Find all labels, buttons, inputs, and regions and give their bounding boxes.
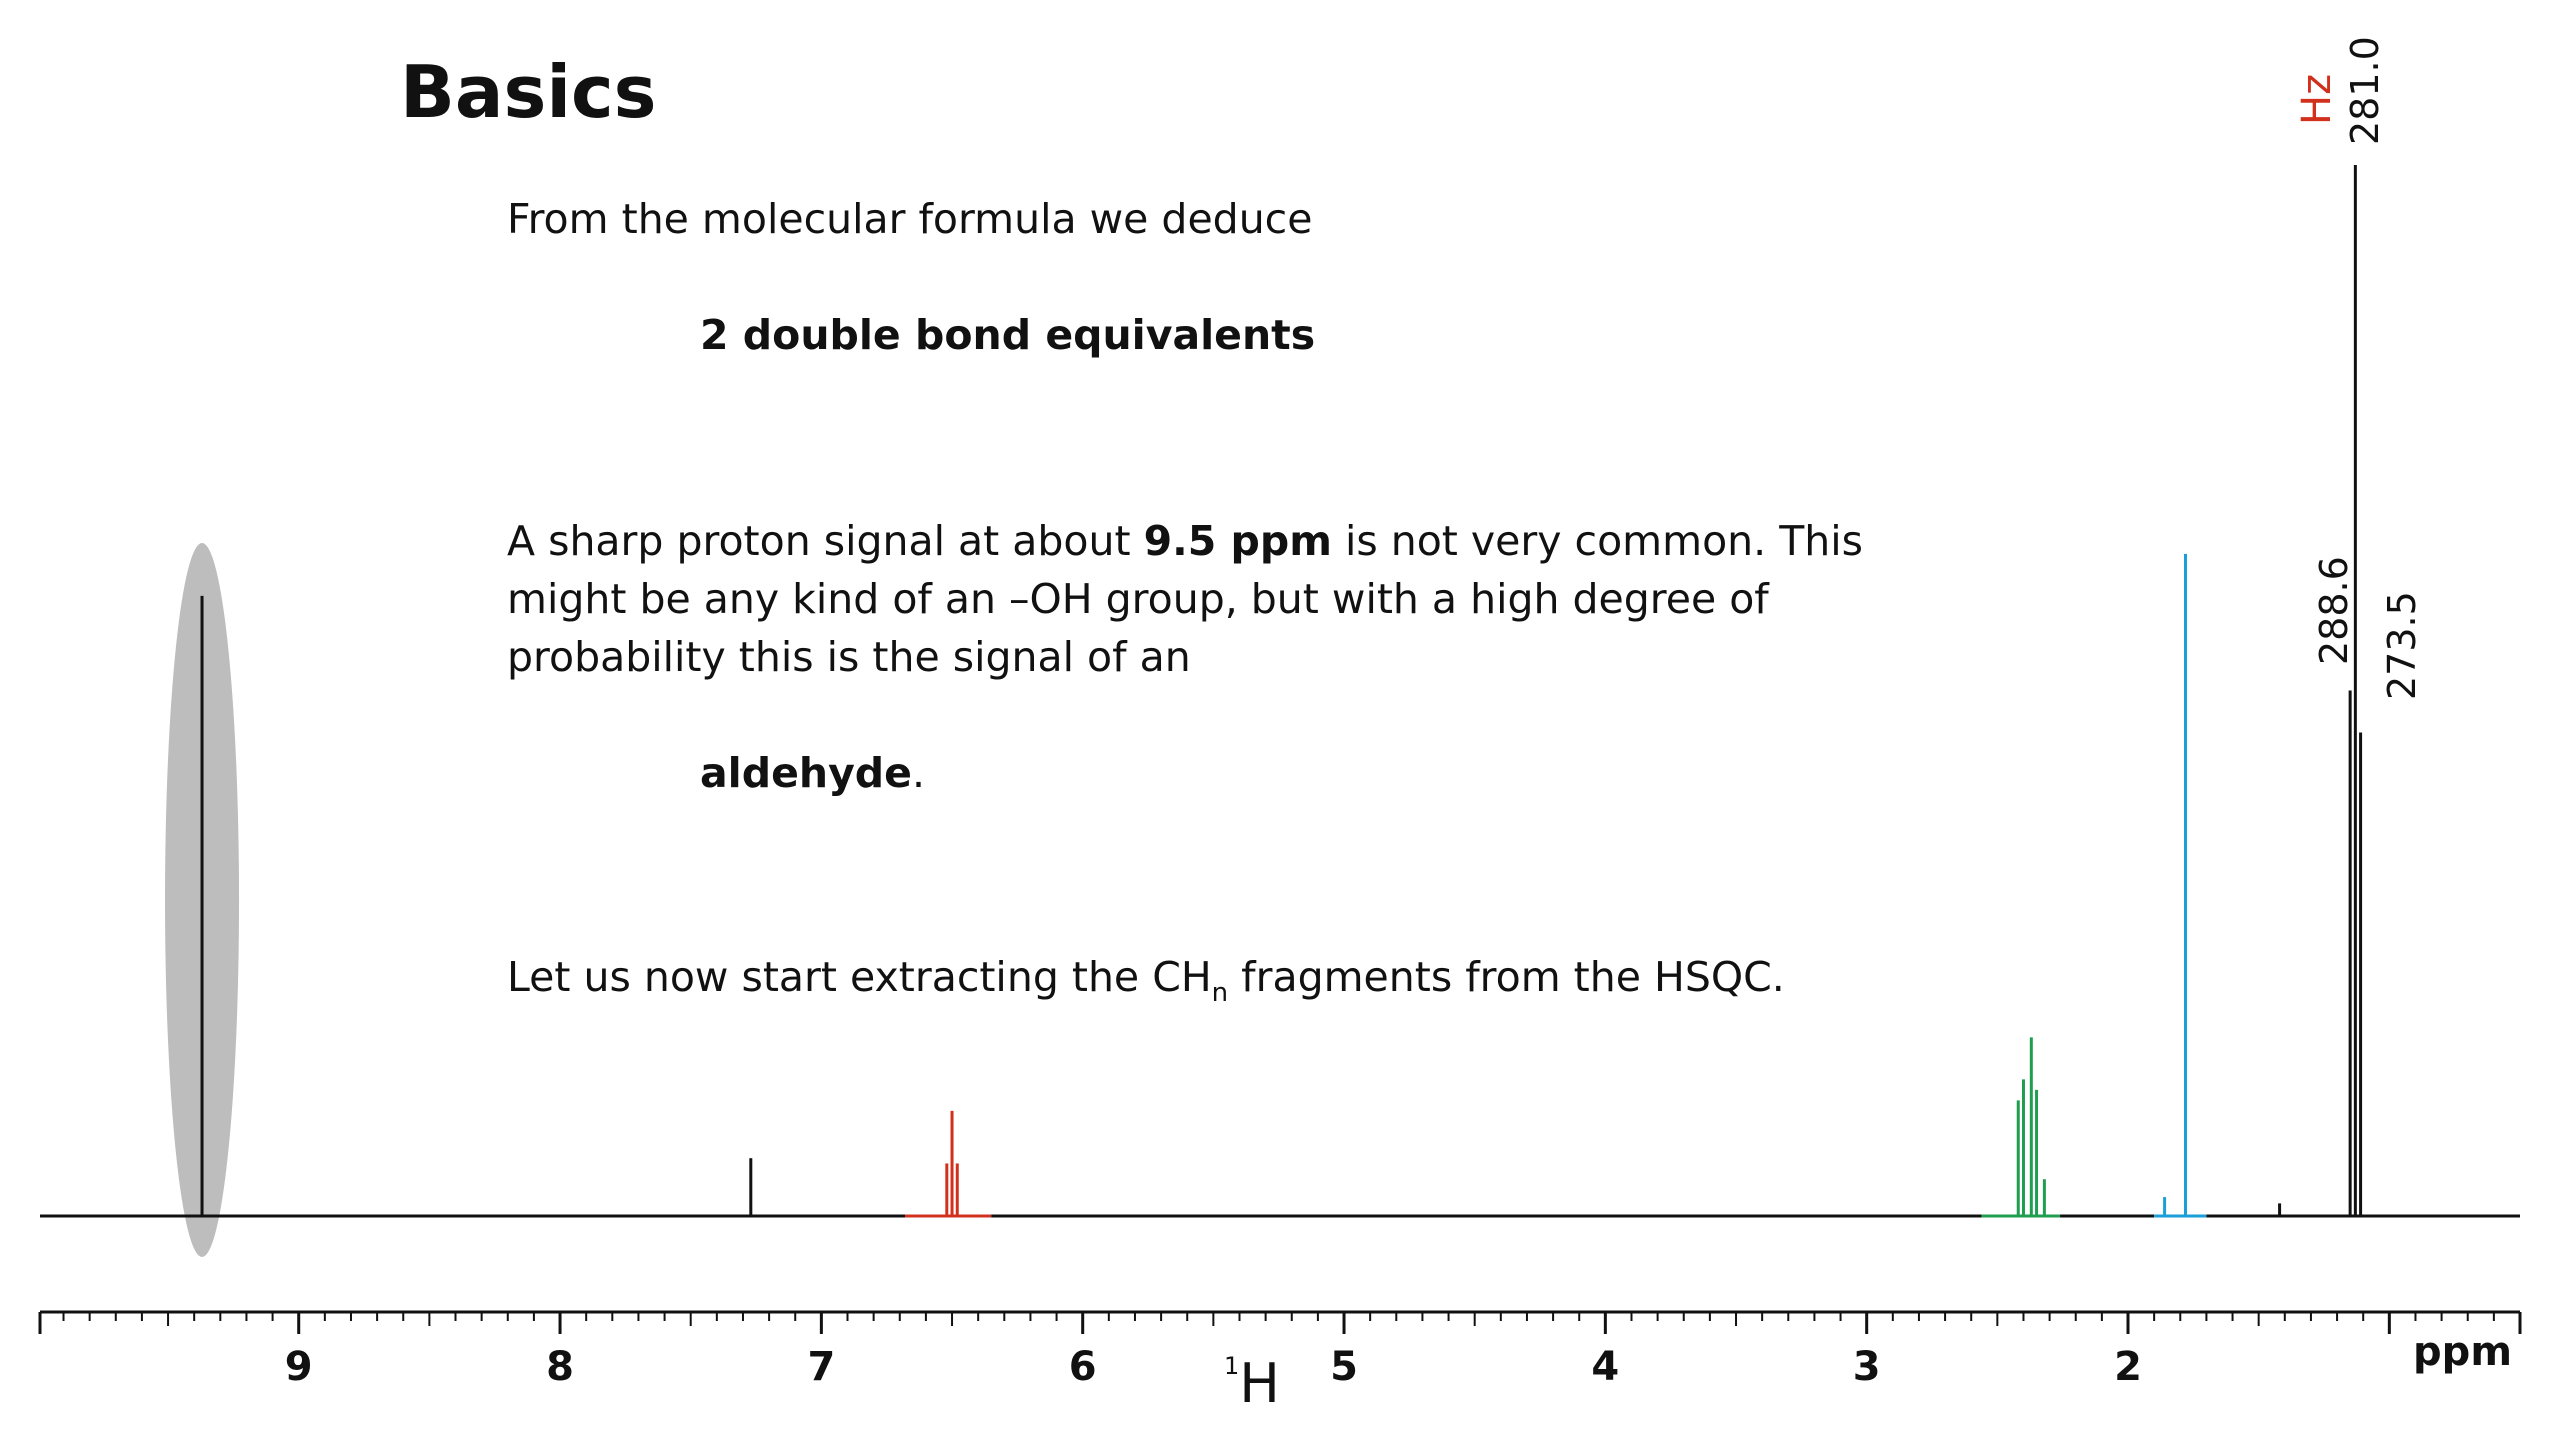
axis-tick-label-6: 6: [1069, 1344, 1097, 1390]
axis-tick-label-9: 9: [285, 1344, 313, 1390]
peak-label-288.6: 288.6: [2312, 556, 2356, 665]
paragraph-line-3: probability this is the signal of an: [507, 633, 1191, 681]
axis-tick-label-2: 2: [2114, 1344, 2142, 1390]
peak-label-unit: Hz: [2294, 74, 2340, 125]
peak-label-281.0: 281.0: [2343, 36, 2387, 145]
paragraph-line-1c: is not very common. This: [1331, 517, 1863, 565]
next-step-b: fragments from the HSQC.: [1228, 953, 1785, 1001]
conclusion-dot: .: [911, 749, 925, 797]
ppm-axis: 9 8 7 6 5 4 3 2 ppm 1H: [38, 1310, 2522, 1415]
axis-tick-label-7: 7: [807, 1344, 835, 1390]
intro-text: From the molecular formula we deduce: [507, 195, 1313, 243]
next-step-sub: n: [1211, 978, 1229, 1008]
slide-title: Basics: [400, 50, 657, 134]
nucleus-mass: 1: [1224, 1352, 1239, 1380]
conclusion-line: aldehyde.: [700, 744, 925, 802]
nucleus-symbol: H: [1239, 1352, 1280, 1415]
axis-tick-label-5: 5: [1330, 1344, 1358, 1390]
conclusion-word: aldehyde: [700, 749, 912, 797]
dbe-text: 2 double bond equivalents: [700, 311, 1316, 359]
axis-nucleus-label: 1H: [1224, 1352, 1280, 1415]
axis-unit-label: ppm: [2413, 1329, 2512, 1375]
label-layer: 288.6 281.0 273.5 Hz: [2294, 36, 2424, 700]
peak-label-273.5: 273.5: [2380, 591, 2424, 700]
axis-tick-label-4: 4: [1591, 1344, 1619, 1390]
axis-tick-label-8: 8: [546, 1344, 574, 1390]
trace-layer: [40, 165, 2520, 1218]
paragraph-line-1a: A sharp proton signal at about: [507, 517, 1144, 565]
ppm-highlight: 9.5 ppm: [1143, 517, 1332, 565]
paragraph-line-1: A sharp proton signal at about 9.5 ppm i…: [507, 512, 1863, 570]
paragraph-line-2: might be any kind of an –OH group, but w…: [507, 575, 1769, 623]
axis-tick-label-3: 3: [1853, 1344, 1881, 1390]
next-step-a: Let us now start extracting the CH: [507, 953, 1212, 1001]
next-step-text: Let us now start extracting the CHn frag…: [507, 948, 1785, 1022]
